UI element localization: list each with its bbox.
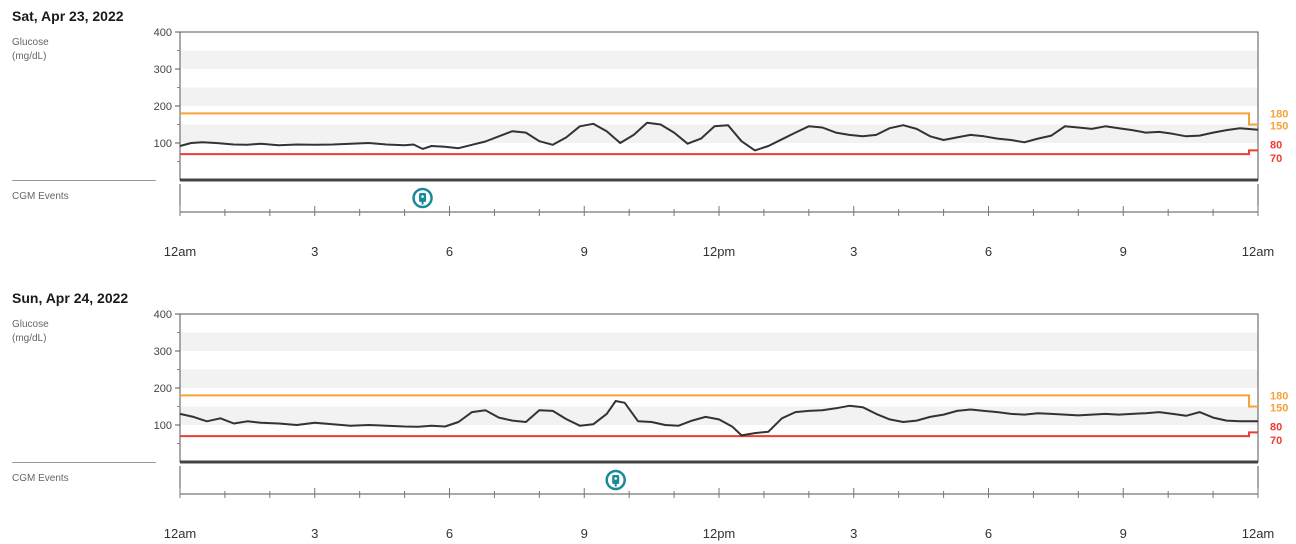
x-tick-label: 12am [164, 244, 197, 259]
x-tick-label: 9 [1120, 526, 1127, 541]
low-threshold-line [180, 431, 1258, 438]
day-panel: Sun, Apr 24, 2022 Glucose (mg/dL) CGM Ev… [0, 282, 1296, 544]
day-panel: Sat, Apr 23, 2022 Glucose (mg/dL) CGM Ev… [12, 8, 1289, 259]
glucose-axis-label: Glucose [12, 319, 49, 330]
threshold-label: 70 [1270, 153, 1282, 165]
y-tick-label: 300 [154, 346, 172, 358]
glucose-band [180, 369, 1258, 388]
event-icon-dot [421, 195, 424, 198]
x-tick-label: 6 [446, 244, 453, 259]
cgm-events-label: CGM Events [12, 473, 69, 484]
cgm-divider [12, 180, 156, 181]
event-icon-stem [614, 484, 617, 487]
threshold-label: 80 [1270, 421, 1282, 433]
x-tick-label: 3 [311, 526, 318, 541]
x-tick-label: 12am [1242, 526, 1275, 541]
y-tick-label: 400 [154, 309, 172, 321]
glucose-band [180, 332, 1258, 351]
cgm-event-icon [605, 469, 626, 491]
glucose-units-label: (mg/dL) [12, 51, 47, 62]
glucose-units-label: (mg/dL) [12, 333, 47, 344]
threshold-label: 180 [1270, 108, 1288, 120]
glucose-line [179, 121, 1259, 152]
y-tick-label: 200 [154, 101, 172, 113]
high-threshold-line [180, 394, 1258, 408]
x-tick-label: 3 [850, 526, 857, 541]
event-icon-dot [614, 477, 617, 480]
cgm-divider [12, 462, 156, 463]
threshold-label: 180 [1270, 390, 1288, 402]
day-title: Sun, Apr 24, 2022 [12, 290, 129, 306]
glucose-line [179, 400, 1258, 437]
threshold-label: 150 [1270, 403, 1288, 415]
x-tick-label: 6 [985, 244, 992, 259]
y-tick-label: 100 [154, 420, 172, 432]
x-tick-label: 9 [581, 244, 588, 259]
x-tick-label: 9 [581, 526, 588, 541]
cgm-event-icon [412, 187, 433, 209]
glucose-axis-label: Glucose [12, 37, 49, 48]
threshold-label: 150 [1270, 121, 1288, 133]
y-tick-label: 200 [154, 383, 172, 395]
cgm-events-label: CGM Events [12, 191, 69, 202]
glucose-band [180, 406, 1258, 425]
glucose-band [180, 124, 1258, 143]
x-tick-label: 9 [1120, 244, 1127, 259]
y-tick-label: 400 [154, 27, 172, 39]
x-tick-label: 6 [985, 526, 992, 541]
x-tick-label: 12am [1242, 244, 1275, 259]
high-threshold-line [180, 112, 1258, 126]
day-title: Sat, Apr 23, 2022 [12, 8, 124, 24]
x-tick-label: 12pm [703, 526, 736, 541]
x-tick-label: 3 [850, 244, 857, 259]
y-tick-label: 100 [154, 138, 172, 150]
glucose-band [180, 50, 1258, 69]
glucose-band [180, 87, 1258, 106]
event-icon-stem [421, 202, 424, 205]
x-tick-label: 6 [446, 526, 453, 541]
x-tick-label: 12pm [703, 244, 736, 259]
x-tick-label: 3 [311, 244, 318, 259]
threshold-label: 70 [1270, 435, 1282, 447]
threshold-label: 80 [1270, 139, 1282, 151]
y-tick-label: 300 [154, 64, 172, 76]
low-threshold-line [180, 149, 1258, 156]
x-tick-label: 12am [164, 526, 197, 541]
